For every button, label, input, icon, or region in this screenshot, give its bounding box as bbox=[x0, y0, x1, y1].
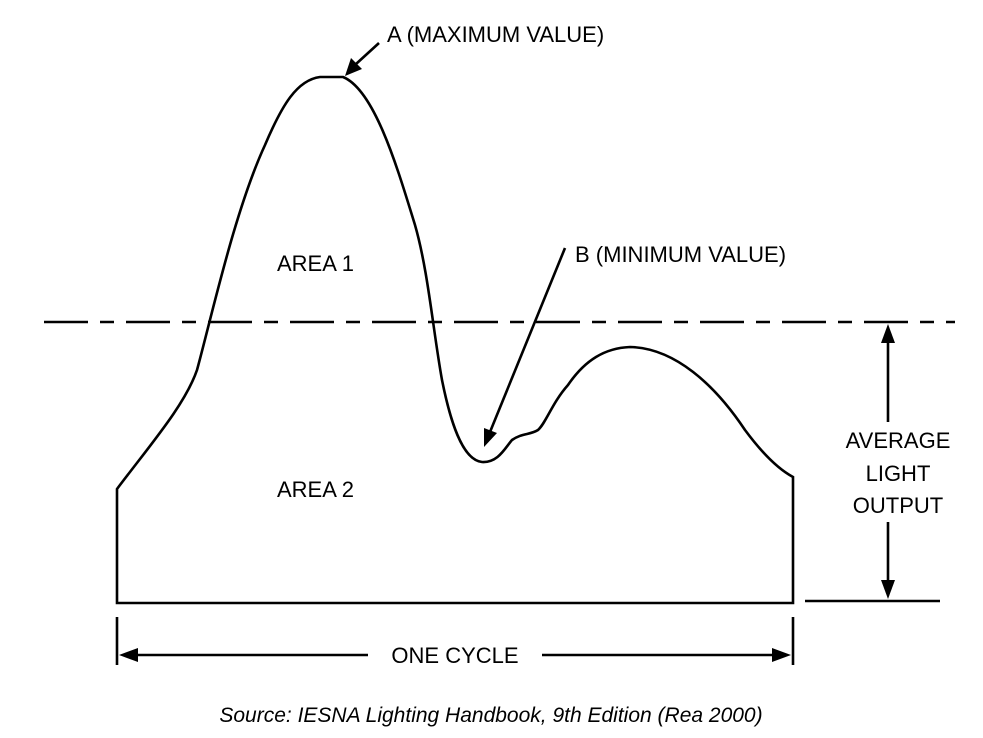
max-pointer-arrowhead bbox=[345, 58, 362, 76]
average-label-line-1: AVERAGE bbox=[846, 428, 951, 453]
one-cycle-label: ONE CYCLE bbox=[391, 643, 518, 668]
average-light-output-label: AVERAGE LIGHT OUTPUT bbox=[833, 422, 950, 522]
average-label-line-2: LIGHT bbox=[866, 461, 931, 486]
average-arrowhead-down bbox=[881, 580, 895, 599]
average-label-backing bbox=[833, 422, 945, 522]
average-arrowhead-up bbox=[881, 324, 895, 343]
light-output-curve bbox=[115, 75, 795, 605]
max-pointer-line bbox=[355, 42, 380, 65]
area-1-label: AREA 1 bbox=[277, 251, 354, 276]
max-value-label: A (MAXIMUM VALUE) bbox=[387, 22, 604, 47]
cycle-arrowhead-left bbox=[119, 648, 138, 662]
area-2-label: AREA 2 bbox=[277, 477, 354, 502]
min-pointer-arrowhead bbox=[484, 428, 497, 447]
min-pointer-line bbox=[488, 247, 567, 433]
average-label-line-3: OUTPUT bbox=[853, 493, 943, 518]
cycle-arrowhead-right bbox=[772, 648, 791, 662]
source-caption: Source: IESNA Lighting Handbook, 9th Edi… bbox=[219, 704, 762, 727]
min-value-label: B (MINIMUM VALUE) bbox=[575, 242, 786, 267]
